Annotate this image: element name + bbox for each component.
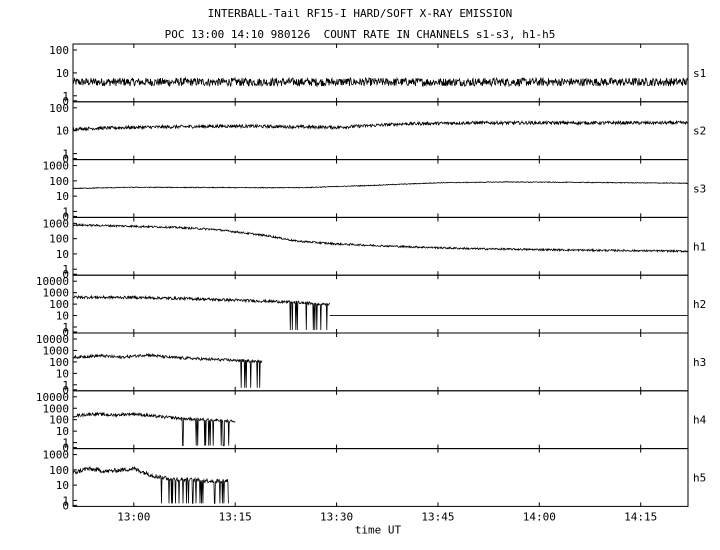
y-tick-label-h3: 1	[62, 379, 69, 392]
y-tick-label-h5: 100	[49, 464, 69, 477]
x-tick-label: 13:00	[117, 510, 150, 523]
y-tick-label-s2: 100	[49, 102, 69, 115]
y-tick-label-s3: 0	[62, 210, 69, 223]
y-tick-label-h4: 1000	[43, 402, 70, 415]
panel-frame	[72, 101, 689, 161]
chart-subtitle: POC 13:00 14:10 980126 COUNT RATE IN CHA…	[164, 28, 556, 41]
y-tick-label-h4: 100	[49, 414, 69, 427]
panels-layer: 0110100s10110100s201101001000s3011010010…	[36, 43, 707, 512]
y-tick-label-h2: 10	[56, 310, 69, 323]
panel-s3: 01 10 100 1000 s3	[43, 159, 706, 223]
y-tick-label-h2: 1000	[43, 287, 70, 300]
series-line-s2	[72, 119, 689, 132]
x-tick-label: 13:30	[320, 510, 353, 523]
y-tick-label-s1: 1	[62, 90, 69, 103]
y-tick-label-h3: 100	[49, 356, 69, 369]
y-tick-label-s2: 1	[62, 148, 69, 161]
series-line-h2	[72, 294, 331, 331]
y-tick-label-s1: 0	[62, 95, 69, 108]
y-tick-label-s3: 10	[56, 190, 69, 203]
series-line-h5	[72, 465, 229, 504]
y-tick-label-h3: 0	[62, 384, 69, 397]
y-tick-label-h2: 10000	[36, 275, 69, 288]
panel-h5: 01 10 100 1000 h5	[43, 448, 706, 512]
series-line-h3	[72, 352, 263, 388]
x-axis: 13:00 13:15 13:30 13:45 14:00 14:15	[117, 510, 657, 523]
y-tick-label-s2: 0	[62, 153, 69, 166]
x-tick-label: 14:15	[624, 510, 657, 523]
series-label-h1: h1	[693, 240, 706, 253]
panel-frame	[72, 274, 689, 334]
y-tick-label-s3: 1	[62, 205, 69, 218]
y-tick-label-h1: 1000	[43, 217, 70, 230]
chart-title: INTERBALL-Tail RF15-I HARD/SOFT X-RAY EM…	[207, 7, 513, 20]
series-line-s3	[72, 181, 689, 190]
x-tick-label: 13:15	[219, 510, 252, 523]
y-tick-label-h1: 0	[62, 268, 69, 281]
y-tick-label-s1: 100	[49, 44, 69, 57]
y-tick-label-h2: 0	[62, 326, 69, 339]
panel-frame	[72, 43, 689, 103]
series-label-s2: s2	[693, 125, 706, 138]
y-tick-label-h4: 0	[62, 442, 69, 455]
y-tick-label-h5: 1000	[43, 449, 70, 462]
y-tick-label-h2: 100	[49, 298, 69, 311]
y-tick-label-h4: 10	[56, 425, 69, 438]
series-line-h1	[72, 223, 689, 254]
panel-h1: 01 10 100 1000 h1	[43, 216, 706, 281]
y-tick-label-h1: 10	[56, 248, 69, 261]
y-tick-label-s3: 100	[49, 175, 69, 188]
x-tick-label: 14:00	[523, 510, 556, 523]
y-tick-label-h3: 1000	[43, 344, 70, 357]
series-label-h4: h4	[693, 414, 707, 427]
panel-s2: 01 10 100 s2	[49, 101, 706, 166]
panel-s1: 01 10 100 s1	[49, 43, 706, 108]
panel-frame	[72, 159, 689, 218]
y-tick-label-h1: 100	[49, 233, 69, 246]
y-tick-label-h1: 1	[62, 263, 69, 276]
series-line-h4	[72, 411, 236, 446]
y-tick-label-h5: 10	[56, 479, 69, 492]
y-tick-label-s3: 1000	[43, 160, 70, 173]
series-label-h5: h5	[693, 472, 706, 485]
series-label-h3: h3	[693, 356, 706, 369]
series-line-s1	[72, 76, 689, 88]
series-label-s3: s3	[693, 183, 706, 196]
x-axis-label: time UT	[355, 523, 402, 536]
panel-frame	[72, 448, 689, 507]
panel-frame	[72, 390, 689, 450]
y-tick-label-h2: 1	[62, 321, 69, 334]
panel-frame	[72, 332, 689, 392]
y-tick-label-h3: 10000	[36, 333, 69, 346]
y-tick-label-h4: 1	[62, 437, 69, 450]
series-label-h2: h2	[693, 298, 706, 311]
y-tick-label-h5: 1	[62, 494, 69, 507]
y-tick-label-h5: 0	[62, 499, 69, 512]
y-tick-label-s1: 10	[56, 67, 69, 80]
x-tick-label: 13:45	[421, 510, 454, 523]
y-tick-label-h3: 10	[56, 367, 69, 380]
y-tick-label-h4: 10000	[36, 391, 69, 404]
series-label-s1: s1	[693, 67, 706, 80]
y-tick-label-s2: 10	[56, 125, 69, 138]
